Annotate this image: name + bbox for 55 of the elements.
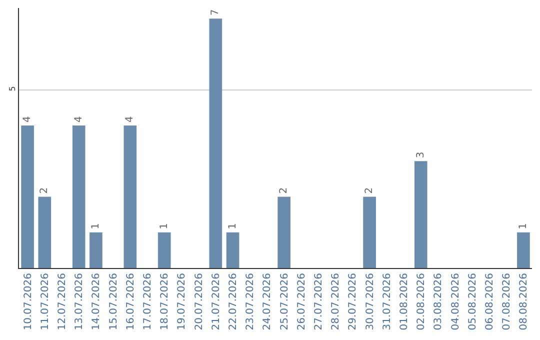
x-tick-label: 10.07.2026 [22,273,34,330]
bar [517,232,530,268]
x-tick-label: 12.07.2026 [57,273,68,330]
x-tick-label: 07.08.2026 [502,273,513,330]
x-tick-label: 02.08.2026 [416,273,428,330]
x-tick-label: 13.07.2026 [74,273,86,330]
data-label: 7 [210,9,222,16]
x-tick-label: 25.07.2026 [279,273,290,330]
x-tick-label: 29.07.2026 [348,273,359,330]
x-tick-label: 19.07.2026 [176,273,188,330]
data-label: 3 [415,152,426,158]
bar [226,232,240,268]
bar [21,126,34,268]
x-tick-label: 11.07.2026 [40,273,51,330]
x-tick-label: 26.07.2026 [296,273,308,330]
x-tick-label: 20.07.2026 [194,273,205,330]
bar [278,196,290,268]
data-label: 1 [518,223,529,230]
data-label: 1 [227,223,238,230]
bar [209,18,222,268]
data-label: 4 [73,116,84,123]
x-tick-label: 21.07.2026 [210,273,222,330]
x-tick-label: 08.08.2026 [518,273,530,330]
bar [72,126,86,268]
data-label: 2 [39,187,50,194]
bar [158,232,171,268]
x-tick-label: 30.07.2026 [364,273,376,330]
x-tick-label: 28.07.2026 [330,273,342,330]
data-label: 1 [90,223,102,230]
y-tick-label: 5 [8,86,17,92]
x-tick-label: 15.07.2026 [108,273,120,330]
x-tick-label: 04.08.2026 [450,273,462,330]
data-label: 2 [278,187,290,194]
x-tick-label: 03.08.2026 [433,273,444,330]
x-tick-label: 24.07.2026 [262,273,274,330]
x-tick-label: 16.07.2026 [125,273,136,330]
data-label: 4 [22,116,34,123]
x-tick-label: 22.07.2026 [228,273,239,330]
data-label: 1 [158,223,170,230]
data-label: 4 [124,116,136,123]
bar [414,161,428,268]
x-tick-label: 17.07.2026 [142,273,154,330]
x-tick-label: 23.07.2026 [245,273,256,330]
x-tick-label: 05.08.2026 [467,273,478,330]
x-tick-label: 01.08.2026 [399,273,410,330]
x-tick-label: 18.07.2026 [160,273,171,330]
x-tick-label: 14.07.2026 [91,273,102,330]
data-label: 2 [364,187,376,194]
bar [363,196,376,268]
bar [38,196,52,268]
x-tick-label: 31.07.2026 [382,273,393,330]
bar [124,126,137,268]
bar [90,232,102,268]
x-tick-label: 06.08.2026 [484,273,496,330]
x-tick-label: 27.07.2026 [314,273,324,330]
